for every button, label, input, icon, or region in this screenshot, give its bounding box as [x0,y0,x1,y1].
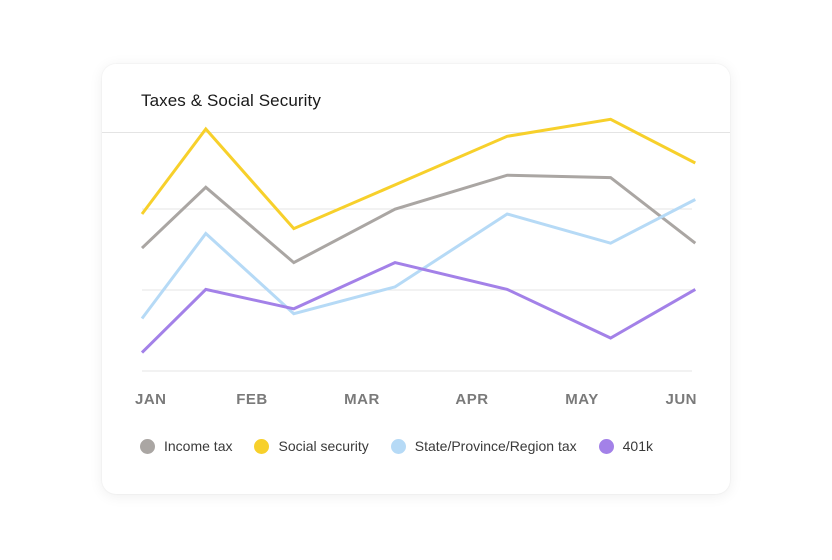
legend-swatch-income-tax [140,438,155,454]
series-line-income-tax [140,173,697,265]
x-axis: JAN FEB MAR APR MAY JUN [135,391,697,408]
series-line-401k [140,261,697,354]
series-line-state-province-region-tax [140,198,696,320]
series-lines [140,117,697,354]
card-header: Taxes & Social Security [102,64,730,133]
legend-label-state-province-region-tax: State/Province/Region tax [414,438,577,454]
legend-item-social-security: Social security [254,438,369,454]
legend-item-income-tax: Income tax [140,438,232,454]
x-tick-label-mar: MAR [344,391,380,408]
x-tick-label-feb: FEB [236,391,268,408]
grid-lines [142,208,692,372]
x-tick-label-jan: JAN [135,391,167,408]
legend-item-state-province-region-tax: State/Province/Region tax [390,438,577,454]
chart-card: Taxes & Social Security JAN FEB MAR APR MAY J… [102,64,730,494]
legend-item-401k: 401k [598,438,653,454]
series-line-social-security [140,117,696,231]
x-tick-label-apr: APR [455,391,488,408]
legend-label-income-tax: Income tax [164,438,233,454]
legend-swatch-401k [598,438,614,454]
legend-label-social-security: Social security [278,438,369,454]
chart-title: Taxes & Social Security [141,91,321,110]
legend-swatch-social-security [254,438,270,454]
legend-swatch-state-province-region-tax [390,438,406,454]
legend-label-401k: 401k [622,438,653,454]
x-tick-label-jun: JUN [665,391,697,408]
x-tick-label-may: MAY [565,391,598,408]
chart-legend: Income tax Social security State/Province/… [140,438,675,454]
line-chart: JAN FEB MAR APR MAY JUN [135,117,697,408]
